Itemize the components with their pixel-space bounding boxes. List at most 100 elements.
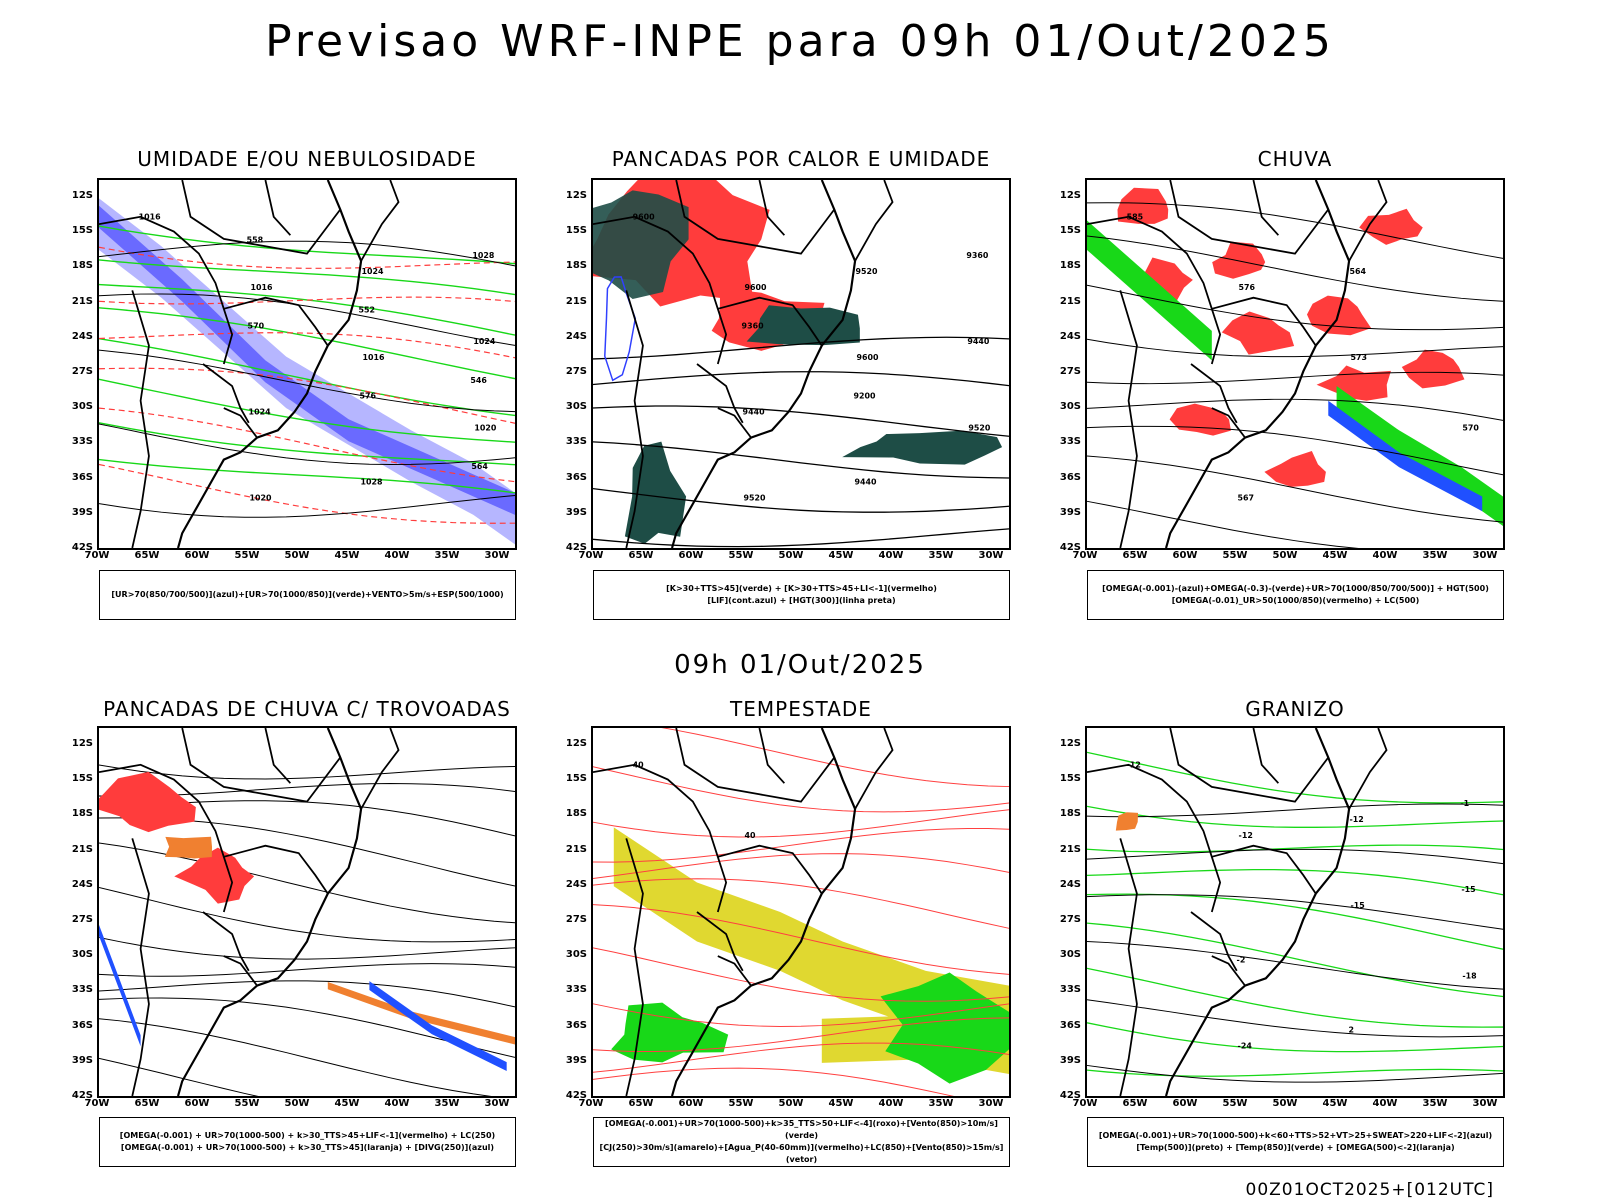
temp-500-contour (1087, 894, 1503, 930)
panel-legend: [OMEGA(-0.001)+UR>70(1000-500)+k<60+TTS>… (1087, 1117, 1504, 1167)
contour-label: 585 (1127, 213, 1144, 222)
longitude-label: 55W (728, 550, 754, 561)
temp-500-contour (1087, 848, 1503, 865)
streamline-850 (593, 766, 1009, 813)
contour-label: 546 (470, 376, 487, 385)
longitude-label: 35W (434, 1098, 460, 1109)
pressure-isobar (99, 423, 515, 466)
latitude-label: 36S (565, 471, 587, 483)
contour-label: 9360 (966, 251, 989, 260)
thunderstorm-red-area (174, 847, 255, 904)
contour-label: 1024 (361, 267, 384, 276)
streamline-850 (593, 904, 1009, 975)
streamline-250 (99, 980, 515, 1008)
low-level-humidity-contour (99, 337, 515, 417)
panel-title: GRANIZO (1245, 697, 1345, 721)
streamline-250 (99, 886, 515, 943)
latitude-label: 21S (1059, 295, 1081, 307)
longitude-label: 70W (84, 1098, 110, 1109)
country-border (1211, 955, 1246, 987)
height-500-contour (1087, 371, 1503, 385)
height-500-contour (1087, 500, 1359, 548)
latitude-label: 30S (71, 949, 93, 961)
temp-850-contour (1087, 805, 1503, 828)
panel-title: PANCADAS POR CALOR E UMIDADE (611, 147, 991, 171)
latitude-label: 18S (1059, 260, 1081, 272)
contour-label: 576 (1239, 283, 1256, 292)
coastline (176, 180, 363, 548)
coastline (176, 728, 363, 1096)
contour-label: 1020 (250, 494, 273, 503)
legend-line: [OMEGA(-0.001)-(azul)+OMEGA(-0.3)-(verde… (1102, 584, 1489, 593)
contour-label: -15 (1350, 901, 1364, 910)
longitude-label: 65W (628, 1098, 654, 1109)
temp-850-contour (1087, 922, 1503, 998)
country-border (696, 911, 744, 972)
latitude-label: 15S (1059, 225, 1081, 237)
temp-850-contour (1087, 751, 1503, 804)
country-border (675, 728, 835, 803)
longitude-label: 50W (778, 550, 804, 561)
height-500-contour (1087, 202, 1503, 259)
latitude-label: 42S (71, 542, 93, 553)
low-level-humidity-contour (99, 259, 515, 296)
latitude-label: 21S (71, 843, 93, 855)
country-border (131, 838, 150, 1096)
contour-label: 9600 (633, 213, 656, 222)
longitude-label: 45W (334, 1098, 360, 1109)
contour-label: 576 (359, 392, 376, 401)
latitude-label: 27S (71, 914, 93, 925)
rain-red-patch (1127, 257, 1193, 301)
panel-title: CHUVA (1257, 147, 1333, 171)
country-border (1119, 838, 1138, 1096)
longitude-label: 70W (1072, 1098, 1098, 1109)
legend-line: [CJ(250)>30m/s](amarelo)+[Agua_P(40-60mm… (599, 1143, 1004, 1164)
contour-label: 1024 (249, 407, 272, 416)
longitude-label: 60W (678, 1098, 704, 1109)
country-border (1169, 180, 1329, 255)
pressure-isobar (99, 349, 515, 413)
country-border (99, 763, 234, 913)
forecast-map: -12 -12 -15 -18 -24 -12 -15 -2 2 -1 (1085, 726, 1505, 1098)
contour-label: -18 (1462, 971, 1477, 980)
latitude-label: 33S (1059, 984, 1081, 996)
temp-850-contour (1087, 1022, 1503, 1053)
longitude-label: 65W (1122, 1098, 1148, 1109)
map-canvas: -12 -12 -15 -18 -24 -12 -15 -2 2 -1 (1087, 728, 1503, 1096)
latitude-label: 12S (71, 738, 93, 749)
contour-label: -12 (1127, 761, 1141, 770)
map-canvas: 40 40 (593, 728, 1009, 1096)
country-border (717, 844, 823, 895)
height-500-contour (1087, 425, 1503, 476)
forecast-map: 1016 1016 1016 1020 1020 1024 1024 1024 1028 1028… (97, 178, 517, 550)
panel-legend: [K>30+TTS>45](verde) + [K>30+TTS>45+LI<-… (593, 570, 1010, 620)
streamline-850 (593, 828, 1009, 863)
contour-label: 1016 (251, 283, 274, 292)
latitude-label: 42S (1059, 1090, 1081, 1101)
contour-label: 573 (1350, 353, 1367, 362)
longitude-label: 30W (1472, 1098, 1498, 1109)
country-border (360, 180, 400, 262)
streamline-850 (593, 878, 1009, 929)
contour-label: 2 (1348, 1026, 1354, 1035)
forecast-map: 585 576 573 570 567 564 (1085, 178, 1505, 550)
legend-line: [OMEGA(-0.001) + UR>70(1000-500) + k>30_… (120, 1143, 495, 1152)
low-level-humidity-contour (99, 378, 515, 443)
country-border (1211, 844, 1317, 895)
contour-label: 9600 (745, 283, 768, 292)
latitude-label: 36S (71, 1019, 93, 1031)
legend-line: [UR>70(850/700/500)](azul)+[UR>70(1000/8… (111, 590, 504, 599)
streamline-850 (593, 1003, 1009, 1027)
rain-red-patch (1212, 241, 1266, 279)
legend-line: [OMEGA(-0.001) + UR>70(1000-500) + k>30_… (119, 1131, 496, 1140)
thickness-contour (99, 367, 515, 424)
contour-label: -1 (1460, 799, 1469, 808)
country-border (1348, 728, 1388, 810)
panel-legend: [OMEGA(-0.001)-(azul)+OMEGA(-0.3)-(verde… (1087, 570, 1504, 620)
longitude-label: 50W (778, 1098, 804, 1109)
country-border (717, 407, 752, 439)
contour-label: 1028 (360, 478, 383, 487)
latitude-label: 12S (1059, 738, 1081, 749)
latitude-label: 36S (71, 471, 93, 483)
legend-line: [Temp(500)](preto) + [Temp(850)](verde) … (1136, 1143, 1455, 1152)
